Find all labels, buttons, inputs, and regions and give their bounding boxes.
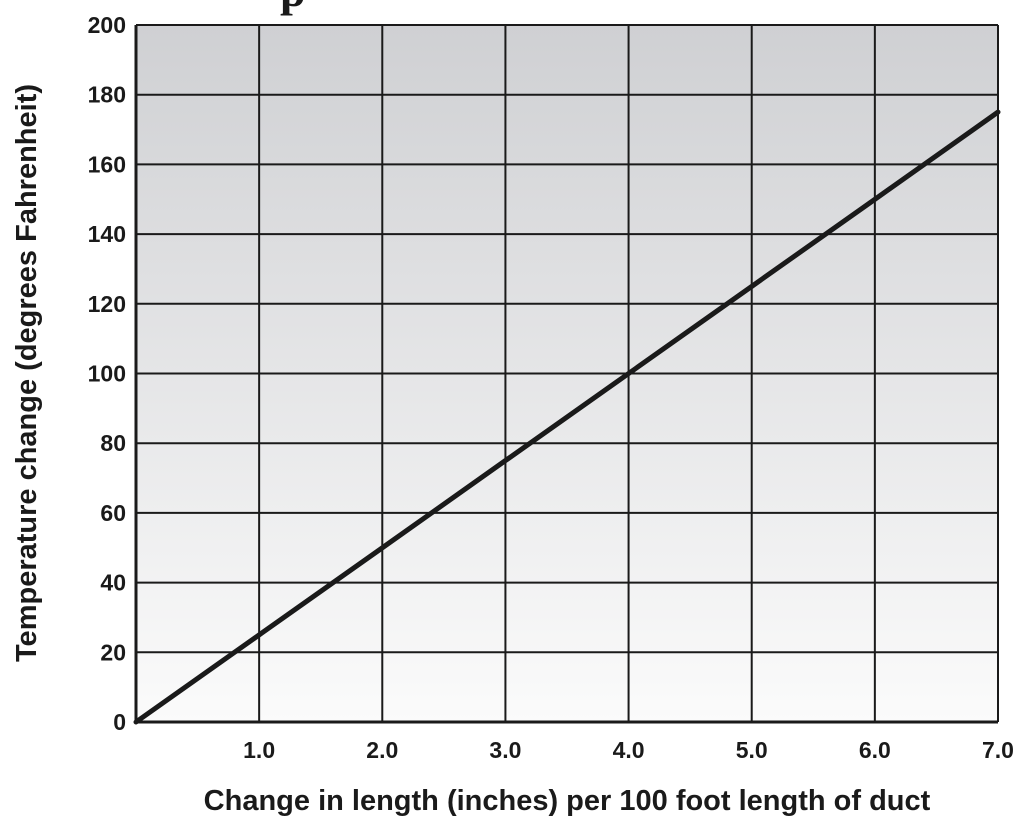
y-tick-label-0: 0 <box>113 709 126 735</box>
y-axis-title: Temperature change (degrees Fahrenheit) <box>11 84 43 662</box>
clipped-title-fragment: p <box>280 0 306 16</box>
x-tick-label-7.0: 7.0 <box>982 737 1014 763</box>
x-axis-title: Change in length (inches) per 100 foot l… <box>204 785 931 817</box>
x-tick-label-1.0: 1.0 <box>243 737 275 763</box>
y-tick-label-140: 140 <box>88 221 126 247</box>
axes <box>134 24 999 724</box>
y-tick-label-100: 100 <box>88 361 126 387</box>
x-tick-label-6.0: 6.0 <box>859 737 891 763</box>
y-tick-label-20: 20 <box>100 639 126 665</box>
x-tick-label-4.0: 4.0 <box>613 737 645 763</box>
x-tick-labels: 1.0 2.0 3.0 4.0 5.0 6.0 7.0 <box>243 737 1014 763</box>
x-tick-label-2.0: 2.0 <box>366 737 398 763</box>
y-tick-label-40: 40 <box>100 570 126 596</box>
y-tick-labels: 0 20 40 60 80 100 120 140 160 180 200 <box>88 12 126 735</box>
y-tick-label-160: 160 <box>88 151 126 177</box>
y-tick-label-80: 80 <box>100 430 126 456</box>
x-tick-label-3.0: 3.0 <box>489 737 521 763</box>
x-tick-label-5.0: 5.0 <box>736 737 768 763</box>
y-tick-label-120: 120 <box>88 291 126 317</box>
y-tick-label-60: 60 <box>100 500 126 526</box>
series-line-0 <box>133 109 1001 725</box>
series-layer <box>133 109 1001 725</box>
y-tick-label-180: 180 <box>88 82 126 108</box>
y-tick-label-200: 200 <box>88 12 126 38</box>
